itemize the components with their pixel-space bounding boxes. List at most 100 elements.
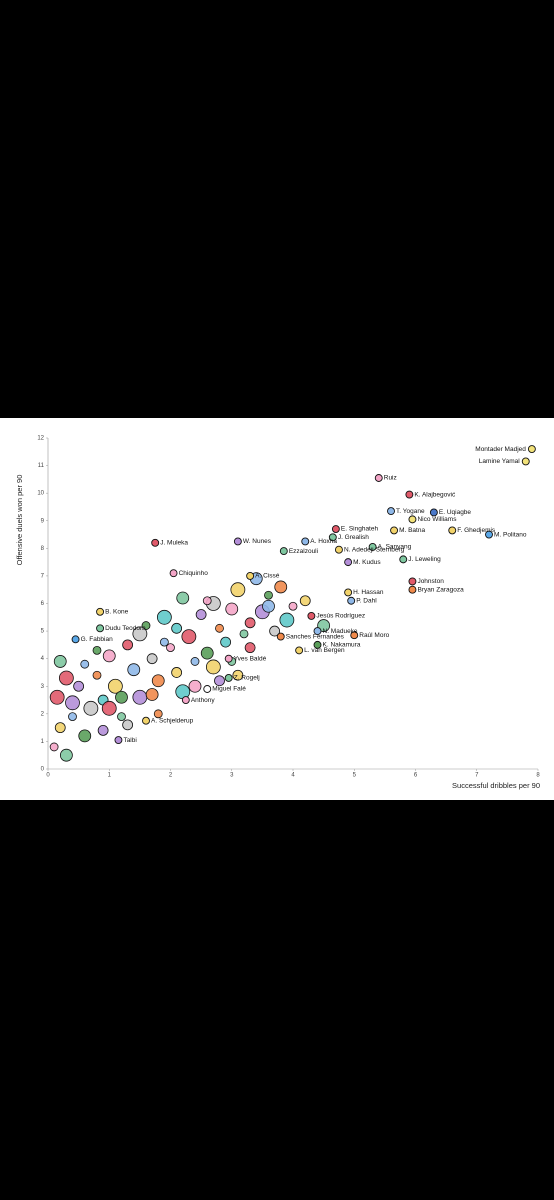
point — [169, 569, 178, 578]
point-label: M. Batna — [399, 527, 425, 534]
x-tick-label: 2 — [169, 773, 173, 779]
point — [200, 646, 214, 660]
point — [220, 636, 232, 648]
point-label: H. Hassan — [353, 589, 384, 596]
point — [299, 595, 311, 607]
point — [145, 688, 159, 701]
point-label: A. Hoxha — [310, 538, 337, 545]
point — [246, 571, 255, 580]
point — [244, 642, 256, 654]
point — [117, 712, 126, 721]
point — [53, 655, 67, 668]
point — [224, 674, 233, 682]
point — [49, 742, 59, 752]
y-tick-label: 10 — [37, 491, 44, 497]
point-label: Talbi — [123, 737, 136, 744]
point — [171, 667, 183, 678]
y-axis-title: Offensive duels won per 90 — [15, 475, 24, 566]
point — [151, 674, 165, 688]
point — [214, 675, 225, 687]
point — [132, 626, 148, 642]
point — [233, 537, 242, 546]
point-label: A. Sanyang — [378, 544, 412, 551]
point-label: B. Kone — [105, 608, 129, 615]
point-label: J. Muleka — [160, 540, 188, 547]
point — [156, 609, 172, 625]
point — [331, 525, 340, 533]
point — [49, 689, 65, 705]
point — [274, 580, 288, 594]
point-label: P. Dahl — [356, 597, 377, 604]
y-tick-label: 2 — [41, 711, 45, 717]
point — [92, 645, 102, 655]
point — [225, 602, 239, 616]
point — [96, 624, 105, 633]
y-tick-label: 8 — [41, 546, 45, 552]
point-label: Bryan Zaragoza — [417, 586, 464, 593]
point — [244, 617, 256, 629]
point — [92, 670, 102, 680]
chart-panel — [0, 418, 554, 800]
point — [230, 582, 246, 598]
point — [122, 719, 134, 731]
point — [65, 695, 80, 711]
point — [368, 543, 377, 551]
point-label: F. Ghedjemis — [457, 527, 496, 534]
point-label: Chiquinho — [179, 570, 209, 577]
point — [115, 690, 128, 704]
y-tick-label: 9 — [41, 518, 45, 524]
point — [347, 596, 356, 605]
point-label: Sanches Fernandes — [286, 633, 345, 640]
point — [80, 659, 90, 669]
point — [408, 585, 417, 594]
point-label: K. Nakamura — [323, 642, 361, 649]
point-label: W. Nunes — [243, 538, 272, 545]
point — [269, 625, 281, 637]
point — [328, 533, 337, 542]
point — [399, 555, 408, 564]
y-tick-label: 3 — [41, 684, 45, 690]
point — [448, 526, 457, 535]
y-tick-label: 4 — [41, 656, 45, 662]
point-label: M. Kudus — [353, 559, 381, 566]
y-tick-label: 6 — [41, 601, 45, 607]
point — [203, 685, 212, 693]
point-label: A. Schjelderup — [151, 717, 194, 724]
y-tick-label: 5 — [41, 629, 45, 635]
x-tick-label: 3 — [230, 773, 234, 779]
point — [301, 537, 310, 546]
point-label: T. Yogane — [396, 508, 425, 515]
x-tick-label: 1 — [108, 773, 112, 779]
point-label: G. Fabbian — [81, 636, 114, 643]
point — [151, 538, 160, 547]
point — [485, 530, 493, 539]
point — [239, 629, 249, 639]
point — [279, 612, 295, 628]
x-tick-label: 4 — [291, 773, 295, 779]
point — [159, 637, 169, 647]
point-label: A. Cissé — [255, 573, 280, 580]
point — [73, 680, 85, 692]
point-label: Lamine Yamal — [479, 458, 521, 465]
point — [181, 629, 197, 644]
point — [146, 653, 158, 665]
point — [202, 596, 212, 606]
point — [405, 490, 414, 499]
point — [96, 607, 105, 616]
point — [107, 678, 123, 694]
x-tick-label: 5 — [353, 773, 357, 779]
point — [224, 654, 233, 663]
point — [58, 670, 74, 686]
point — [83, 700, 99, 716]
point-label: E. Singhateh — [341, 526, 379, 533]
point — [307, 611, 316, 620]
point-label: Montader Madjed — [475, 446, 526, 453]
x-tick-label: 8 — [536, 773, 540, 779]
point — [521, 457, 530, 466]
y-tick-label: 7 — [41, 573, 45, 579]
x-tick-label: 0 — [46, 773, 50, 779]
point — [181, 696, 190, 704]
point — [295, 646, 304, 655]
point-label: L. van Bergen — [304, 647, 345, 654]
